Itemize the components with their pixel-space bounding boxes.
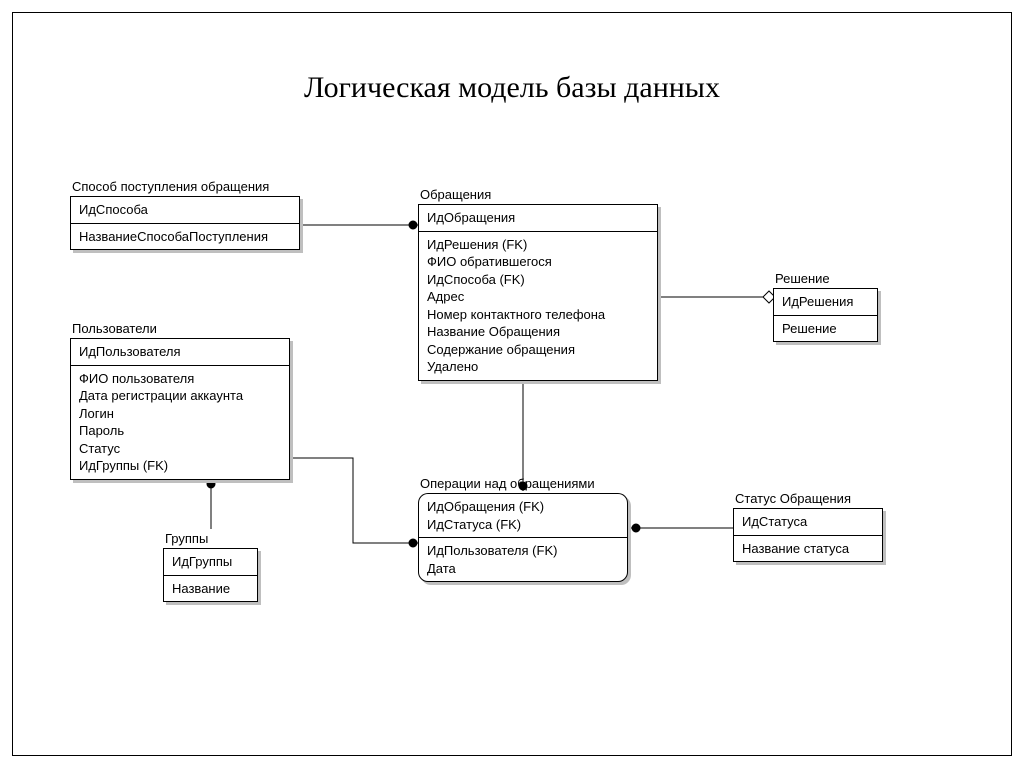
entity-operations: Операции над обращениями ИдОбращения (FK… [418, 476, 628, 582]
attr-field: ФИО пользователя [79, 370, 281, 388]
pk-field: ИдПользователя [79, 343, 281, 361]
pk-field: ИдСтатуса [742, 513, 874, 531]
attr-field: Название Обращения [427, 323, 649, 341]
diagram-title: Логическая модель базы данных [13, 71, 1011, 105]
entity-users: Пользователи ИдПользователя ФИО пользова… [70, 321, 290, 480]
entity-method-label: Способ поступления обращения [70, 179, 300, 194]
attr-field: НазваниеСпособаПоступления [79, 228, 291, 246]
entity-groups-attrs: Название [164, 576, 257, 602]
attr-field: Название [172, 580, 249, 598]
attr-field: ИдСпособа (FK) [427, 271, 649, 289]
entity-appeal-attrs: ИдРешения (FK)ФИО обратившегосяИдСпособа… [419, 232, 657, 380]
entity-status: Статус Обращения ИдСтатуса Название стат… [733, 491, 883, 562]
pk-field: ИдСтатуса (FK) [427, 516, 619, 534]
entity-groups: Группы ИдГруппы Название [163, 531, 258, 602]
entity-operations-pk: ИдОбращения (FK)ИдСтатуса (FK) [418, 493, 628, 537]
entity-decision-pk: ИдРешения [774, 289, 877, 316]
attr-field: Статус [79, 440, 281, 458]
entity-status-label: Статус Обращения [733, 491, 883, 506]
entity-groups-label: Группы [163, 531, 258, 546]
attr-field: Дата регистрации аккаунта [79, 387, 281, 405]
attr-field: Удалено [427, 358, 649, 376]
attr-field: Номер контактного телефона [427, 306, 649, 324]
entity-decision-label: Решение [773, 271, 878, 286]
attr-field: Название статуса [742, 540, 874, 558]
entity-users-label: Пользователи [70, 321, 290, 336]
entity-operations-label: Операции над обращениями [418, 476, 628, 491]
entity-method: Способ поступления обращения ИдСпособа Н… [70, 179, 300, 250]
entity-status-attrs: Название статуса [734, 536, 882, 562]
entity-users-pk: ИдПользователя [71, 339, 289, 366]
pk-field: ИдРешения [782, 293, 869, 311]
attr-field: Пароль [79, 422, 281, 440]
pk-field: ИдГруппы [172, 553, 249, 571]
entity-groups-pk: ИдГруппы [164, 549, 257, 576]
attr-field: ИдГруппы (FK) [79, 457, 281, 475]
entity-method-pk: ИдСпособа [71, 197, 299, 224]
pk-field: ИдОбращения (FK) [427, 498, 619, 516]
entity-appeal-label: Обращения [418, 187, 658, 202]
entity-status-pk: ИдСтатуса [734, 509, 882, 536]
attr-field: ИдПользователя (FK) [427, 542, 619, 560]
entity-operations-attrs: ИдПользователя (FK)Дата [418, 537, 628, 582]
attr-field: Адрес [427, 288, 649, 306]
entity-decision: Решение ИдРешения Решение [773, 271, 878, 342]
attr-field: ФИО обратившегося [427, 253, 649, 271]
entity-method-attrs: НазваниеСпособаПоступления [71, 224, 299, 250]
attr-field: ИдРешения (FK) [427, 236, 649, 254]
entity-users-attrs: ФИО пользователяДата регистрации аккаунт… [71, 366, 289, 479]
diagram-frame: Логическая модель базы данных Способ п [12, 12, 1012, 756]
entity-decision-attrs: Решение [774, 316, 877, 342]
attr-field: Дата [427, 560, 619, 578]
attr-field: Логин [79, 405, 281, 423]
pk-field: ИдОбращения [427, 209, 649, 227]
attr-field: Содержание обращения [427, 341, 649, 359]
entity-appeal-pk: ИдОбращения [419, 205, 657, 232]
pk-field: ИдСпособа [79, 201, 291, 219]
entity-appeal: Обращения ИдОбращения ИдРешения (FK)ФИО … [418, 187, 658, 381]
attr-field: Решение [782, 320, 869, 338]
